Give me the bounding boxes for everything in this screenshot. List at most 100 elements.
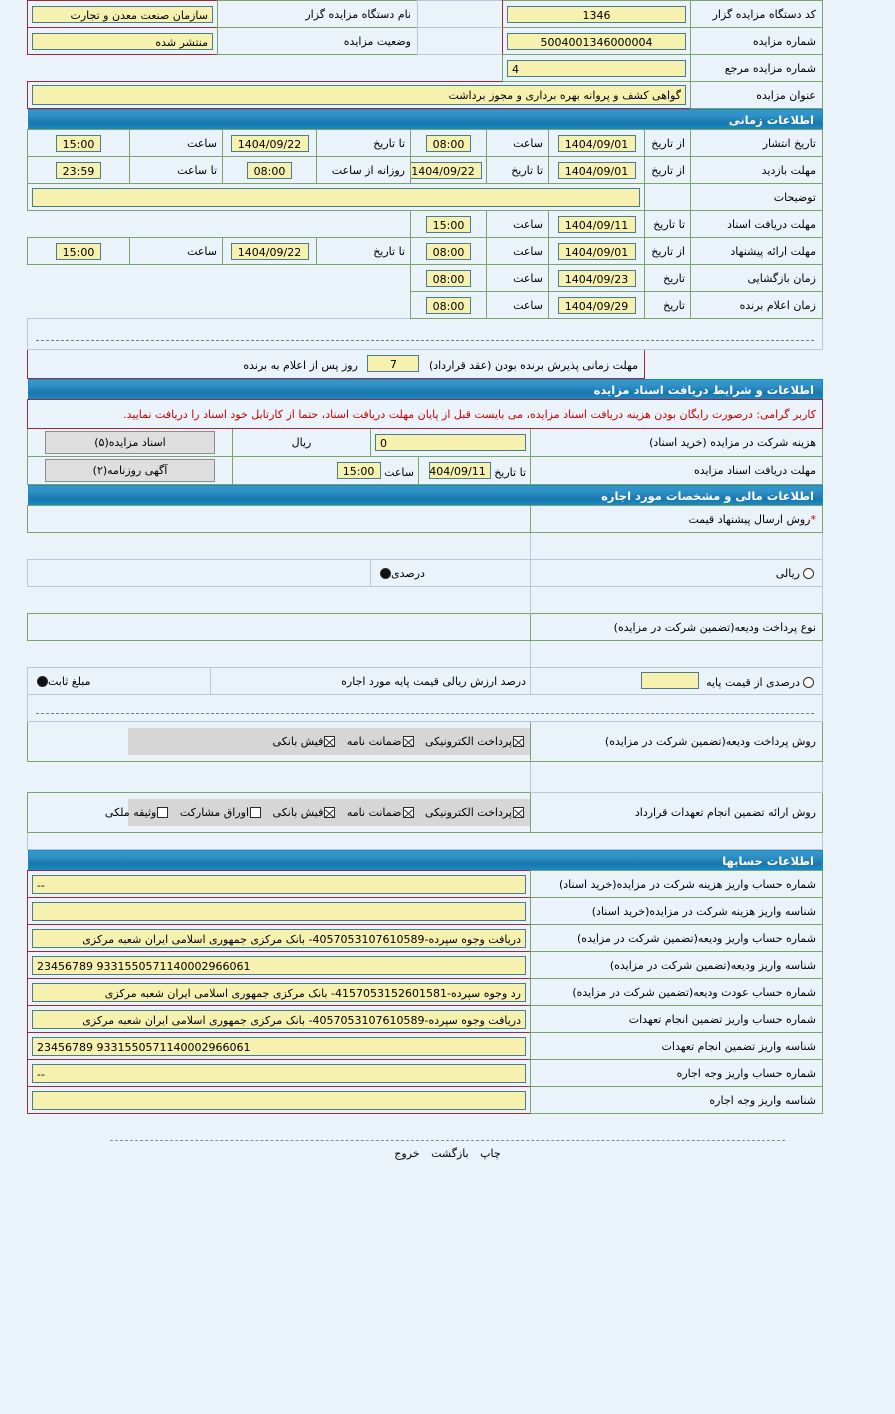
auction-number-field[interactable]: 5004001346000004 xyxy=(507,32,686,50)
winner-date-field[interactable]: 1404/09/29 xyxy=(557,296,636,314)
auction-title-field[interactable]: گواهی کشف و پروانه بهره برداری و مجوز بر… xyxy=(32,85,686,105)
proposal-from-date-field[interactable]: 1404/09/01 xyxy=(557,242,636,260)
radio-rial-icon[interactable] xyxy=(803,567,814,579)
radio-percent-icon[interactable] xyxy=(380,567,391,579)
deposit-percent-field[interactable] xyxy=(640,672,699,689)
row-key-1: از تاریخ xyxy=(644,156,691,184)
checkbox-guarantee-letter-icon[interactable] xyxy=(402,736,414,747)
dashed-separator xyxy=(36,713,814,714)
winner-time-field[interactable]: 08:00 xyxy=(426,296,471,314)
account-guarantee-id-field[interactable]: 9331550571140002966061 23456789 xyxy=(32,1036,526,1056)
checkbox-option[interactable]: وثیقه ملکی xyxy=(104,805,169,820)
dispatcher-code-field[interactable]: 1346 xyxy=(507,5,686,23)
checkbox-option[interactable]: پرداخت الکترونیکی xyxy=(425,734,524,749)
checkbox-option[interactable]: ضمانت نامه xyxy=(347,734,414,749)
account-refund-number-field[interactable]: رد وجوه سپرده-4157053152601581- بانک مرک… xyxy=(32,982,526,1002)
price-method-option-rial[interactable]: ریالی xyxy=(530,559,823,587)
row-value-1: 1404/09/29 xyxy=(548,291,645,319)
docs-deadline-date-field[interactable]: 1404/09/11 xyxy=(557,215,636,233)
print-link[interactable]: چاپ xyxy=(480,1147,501,1160)
checkbox-g-property-collateral-label: وثیقه ملکی xyxy=(104,806,157,819)
row-gap xyxy=(644,349,823,379)
table-row: روش ارائه تضمین انجام تعهدات قرارداد پرد… xyxy=(27,792,823,833)
checkbox-option[interactable]: فیش بانکی xyxy=(273,734,336,749)
radio-rial-label: ریالی xyxy=(775,566,800,580)
account-deposit-id-field[interactable]: 9331550571140002966061 23456789 xyxy=(32,955,526,975)
radio-deposit-fixed-icon[interactable] xyxy=(37,675,48,687)
newspaper-ad-button[interactable]: آگهی روزنامه(۲) xyxy=(44,459,215,482)
participation-cost-field[interactable]: 0 xyxy=(375,434,526,451)
proposal-to-time-field[interactable]: 15:00 xyxy=(56,242,101,260)
publish-to-time-field[interactable]: 15:00 xyxy=(56,134,101,152)
price-method-option-percent[interactable]: درصدی xyxy=(370,559,531,587)
visit-daily-to-time-field[interactable]: 23:59 xyxy=(56,161,101,179)
radio-deposit-percent-icon[interactable] xyxy=(803,677,814,688)
table-row: شناسه واریز ودیعه(تضمین شرکت در مزایده) … xyxy=(27,951,823,979)
publish-to-date-field[interactable]: 1404/09/22 xyxy=(230,134,309,152)
deposit-option-percent[interactable]: درصدی از قیمت پایه xyxy=(530,667,823,695)
required-asterisk: * xyxy=(810,512,817,526)
auction-documents-button[interactable]: اسناد مزایده(۵) xyxy=(44,431,215,454)
checkbox-option[interactable]: فیش بانکی xyxy=(273,805,336,820)
description-field[interactable] xyxy=(32,187,640,207)
account-row-value: رد وجوه سپرده-4157053152601581- بانک مرک… xyxy=(27,978,531,1006)
docs-receipt-date-field[interactable]: 1404/09/11 xyxy=(428,461,491,479)
table-row: مهلت بازدید از تاریخ 1404/09/01 تا تاریخ… xyxy=(27,156,823,184)
proposal-from-time-field[interactable]: 08:00 xyxy=(426,242,471,260)
row-value-cell-2: ساعت 15:00 xyxy=(232,456,419,485)
row-label: شماره مزایده مرجع xyxy=(690,54,823,82)
checkbox-electronic-payment-icon[interactable] xyxy=(513,736,524,747)
checkbox-option[interactable]: ضمانت نامه xyxy=(347,805,414,820)
docs-deadline-time-field[interactable]: 15:00 xyxy=(426,215,471,233)
account-rent-id-field[interactable] xyxy=(32,1090,526,1110)
proposal-to-date-field[interactable]: 1404/09/22 xyxy=(230,242,309,260)
account-row-value: -- xyxy=(27,870,531,898)
deposit-type-label: نوع پرداخت ودیعه(تضمین شرکت در مزایده) xyxy=(530,613,823,641)
dispatcher-name-field[interactable]: سازمان صنعت معدن و تجارت xyxy=(32,5,213,23)
account-deposit-number-field[interactable]: دریافت وجوه سپرده-4057053107610589- بانک… xyxy=(32,928,526,948)
checkbox-g-guarantee-letter-icon[interactable] xyxy=(402,807,414,818)
back-link[interactable]: بازگشت xyxy=(431,1147,469,1160)
deposit-option-fixed[interactable]: مبلغ ثابت xyxy=(27,667,211,695)
checkbox-g-property-collateral-icon[interactable] xyxy=(157,807,169,818)
account-row-value xyxy=(27,1086,531,1114)
publish-from-date-field[interactable]: 1404/09/01 xyxy=(557,134,636,152)
row-value-2: 08:00 xyxy=(410,291,487,319)
account-row-label: شناسه واریز وجه اجاره xyxy=(530,1086,823,1114)
checkbox-g-bank-receipt-icon[interactable] xyxy=(324,807,336,818)
visit-from-date-field[interactable]: 1404/09/01 xyxy=(557,161,636,179)
account-row-label: شماره حساب واریز هزینه شرکت در مزایده(خر… xyxy=(530,870,823,898)
checkbox-bank-receipt-icon[interactable] xyxy=(324,736,336,747)
publish-from-time-field[interactable]: 08:00 xyxy=(426,134,471,152)
accept-deadline-days-field[interactable]: 7 xyxy=(367,355,420,372)
guarantee-methods-cell: پرداخت الکترونیکی ضمانت نامه فیش بانکی ا… xyxy=(27,792,531,833)
visit-to-date-field[interactable]: 1404/09/22 xyxy=(404,161,482,179)
docs-receipt-time-field[interactable]: 15:00 xyxy=(336,461,381,479)
checkbox-g-participation-bonds-icon[interactable] xyxy=(250,807,262,818)
account-rent-number-field[interactable]: -- xyxy=(32,1063,526,1083)
checkbox-g-electronic-payment-icon[interactable] xyxy=(513,807,524,818)
row-value-4: 23:59 xyxy=(27,156,130,184)
table-row: مهلت دریافت اسناد تا تاریخ 1404/09/11 سا… xyxy=(27,210,823,238)
row-value-4: 15:00 xyxy=(27,129,130,157)
reference-auction-number-field[interactable]: 4 xyxy=(507,59,686,77)
row-value-1: 1404/09/01 xyxy=(548,156,645,184)
auction-status-field[interactable]: منتشر شده xyxy=(32,32,213,50)
finance-row-gap xyxy=(530,761,823,793)
visit-daily-from-time-field[interactable]: 08:00 xyxy=(247,161,292,179)
row-label: تاریخ انتشار xyxy=(690,129,823,157)
currency-unit-label: ریال xyxy=(232,428,371,457)
account-guarantee-number-field[interactable]: دریافت وجوه سپرده-4057053107610589- بانک… xyxy=(32,1009,526,1029)
checkbox-option[interactable]: پرداخت الکترونیکی xyxy=(425,805,524,820)
row-value-2: 08:00 xyxy=(410,264,487,292)
row-key-2: ساعت xyxy=(486,237,549,265)
exit-link[interactable]: خروج xyxy=(394,1147,420,1160)
opening-date-field[interactable]: 1404/09/23 xyxy=(557,269,636,287)
row-value-cell xyxy=(27,183,645,211)
account-purchase-id-field[interactable] xyxy=(32,901,526,921)
account-row-value: -- xyxy=(27,1059,531,1087)
checkbox-option[interactable]: اوراق مشارکت xyxy=(180,805,262,820)
table-row: شماره مزایده مرجع 4 xyxy=(27,54,823,82)
opening-time-field[interactable]: 08:00 xyxy=(426,269,471,287)
account-purchase-number-field[interactable]: -- xyxy=(32,874,526,894)
